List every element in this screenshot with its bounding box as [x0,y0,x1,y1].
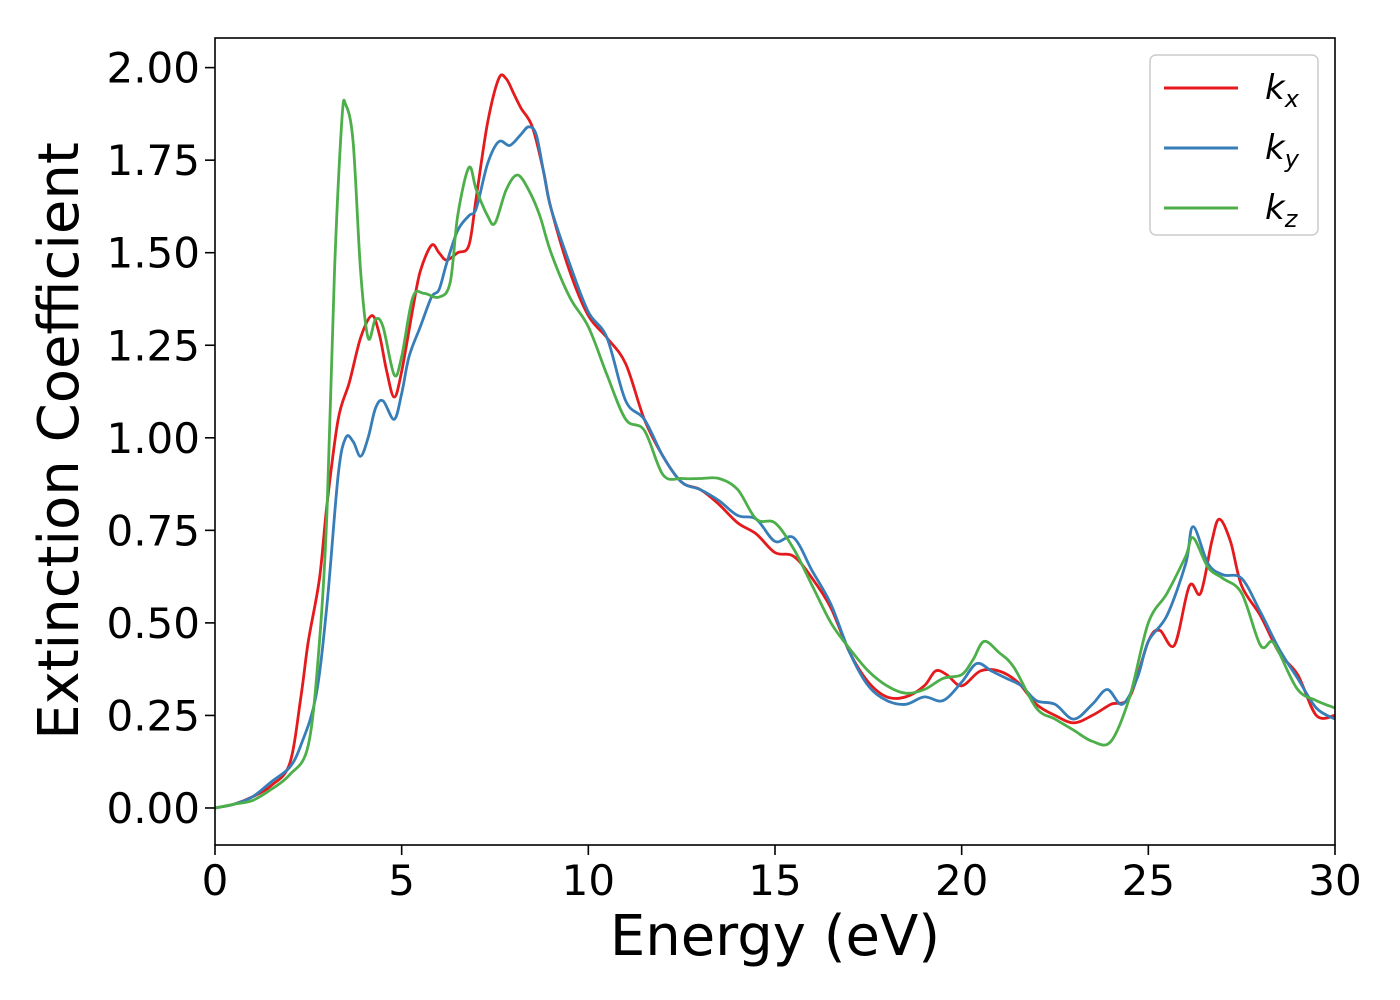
series-line-kz [214,98,1336,810]
series-line-ky [214,125,1336,810]
x-tick-label: 30 [1308,856,1361,905]
x-tick-label: 10 [562,856,615,905]
x-tick-label: 15 [748,856,801,905]
series-layer [214,73,1336,810]
y-axis-title: Extinction Coefficient [27,142,92,740]
y-tick-label: 0.50 [106,599,200,648]
y-axis: 0.00 0.25 0.50 0.75 1.00 1.25 1.50 1.75 2.00 [106,44,215,833]
y-tick-label: 0.00 [106,784,200,833]
y-tick-label: 1.50 [106,229,200,278]
legend-box [1149,54,1319,236]
y-tick-label: 0.25 [106,691,200,740]
y-tick-label: 0.75 [106,506,200,555]
x-tick-label: 5 [388,856,415,905]
x-tick-label: 20 [935,856,988,905]
y-tick-label: 1.00 [106,414,200,463]
y-tick-label: 2.00 [106,44,200,93]
x-axis-title: Energy (eV) [610,904,940,969]
y-tick-label: 1.75 [106,136,200,185]
x-tick-label: 25 [1122,856,1175,905]
x-axis: 0 5 10 15 20 25 30 [202,845,1362,905]
y-tick-label: 1.25 [106,321,200,370]
x-tick-label: 0 [202,856,229,905]
